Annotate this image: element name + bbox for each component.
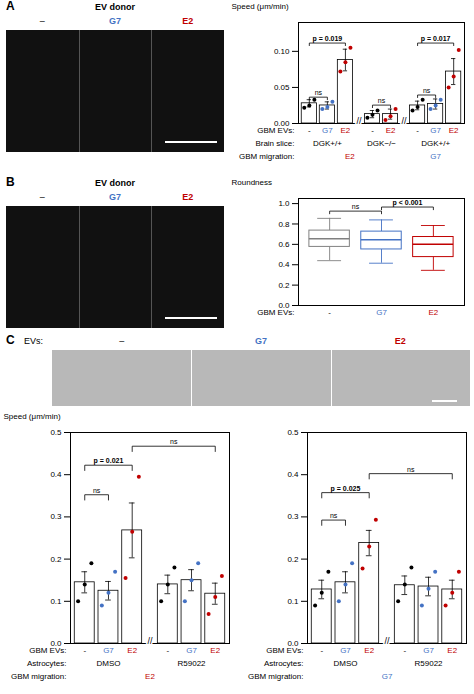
html-text:EV donor: EV donor (95, 178, 135, 188)
svg-text:-: - (320, 646, 323, 655)
svg-text:GBM migration:: GBM migration: (248, 672, 304, 681)
svg-text:G7: G7 (430, 152, 441, 161)
svg-text:E2: E2 (210, 646, 220, 655)
svg-text:0.1: 0.1 (50, 597, 62, 606)
html-text:G7: G7 (109, 16, 121, 26)
svg-text:ns: ns (170, 438, 178, 445)
html-text:C: C (6, 333, 15, 347)
svg-text:GBM EVs:: GBM EVs: (266, 646, 303, 655)
svg-text:E2: E2 (447, 646, 457, 655)
svg-text:-: - (328, 308, 331, 317)
svg-text:G7: G7 (103, 646, 114, 655)
svg-text:DGK+/+: DGK+/+ (421, 139, 450, 148)
svg-text:G7: G7 (186, 646, 197, 655)
svg-text:0.4: 0.4 (278, 260, 290, 269)
svg-text:0.2: 0.2 (287, 555, 299, 564)
svg-text:E2: E2 (345, 152, 355, 161)
svg-text:p = 0.025: p = 0.025 (331, 485, 361, 493)
svg-text:ns: ns (423, 87, 431, 94)
svg-text:0.10: 0.10 (274, 47, 290, 56)
svg-text:R59022: R59022 (178, 659, 207, 668)
svg-text:0.3: 0.3 (287, 512, 299, 521)
svg-text:G7: G7 (382, 672, 393, 681)
svg-text:DGK−/−: DGK−/− (367, 139, 396, 148)
html-text:E2: E2 (182, 16, 194, 26)
html-text:A: A (6, 0, 15, 13)
svg-text:Brain slice:: Brain slice: (255, 139, 294, 148)
svg-text:-: - (166, 646, 169, 655)
svg-text:p < 0.001: p < 0.001 (393, 199, 423, 207)
svg-text:ns: ns (378, 97, 386, 104)
svg-text:G7: G7 (340, 646, 351, 655)
svg-text:0.8: 0.8 (278, 220, 290, 229)
svg-text:-: - (308, 126, 311, 135)
svg-text:0.4: 0.4 (50, 470, 62, 479)
html-text:G7: G7 (255, 336, 267, 346)
svg-text:G7: G7 (322, 126, 333, 135)
svg-text:G7: G7 (376, 308, 387, 317)
svg-text:DGK+/+: DGK+/+ (313, 139, 342, 148)
svg-text:ns: ns (93, 487, 101, 494)
svg-text:GBM migration:: GBM migration: (239, 152, 295, 161)
html-text:G7: G7 (109, 192, 121, 202)
svg-text:0.2: 0.2 (50, 555, 62, 564)
svg-text:0.4: 0.4 (287, 470, 299, 479)
svg-text:0.2: 0.2 (278, 281, 290, 290)
svg-text:-: - (416, 126, 419, 135)
svg-text:ns: ns (330, 512, 338, 519)
svg-text:Speed (μm/min): Speed (μm/min) (232, 2, 289, 11)
svg-text:0.00: 0.00 (273, 119, 290, 129)
svg-text://: // (402, 116, 408, 126)
svg-text:0.6: 0.6 (278, 240, 290, 249)
svg-text:0.3: 0.3 (50, 512, 62, 521)
svg-text://: // (356, 116, 362, 126)
svg-text:0.5: 0.5 (50, 428, 62, 437)
svg-text:E2: E2 (386, 126, 396, 135)
html-text:E2: E2 (394, 336, 406, 346)
svg-text:0.0: 0.0 (287, 639, 299, 649)
svg-text:ns: ns (352, 203, 360, 210)
svg-text:0.1: 0.1 (287, 597, 299, 606)
svg-text:E2: E2 (145, 672, 155, 681)
svg-text:R59022: R59022 (415, 659, 444, 668)
svg-text:ns: ns (315, 89, 323, 96)
svg-text:GBM EVs:: GBM EVs: (257, 308, 294, 317)
svg-text:0.0: 0.0 (278, 301, 290, 311)
svg-text:G7: G7 (430, 126, 441, 135)
svg-text:GBM migration:: GBM migration: (11, 672, 67, 681)
svg-text:DMSO: DMSO (333, 659, 357, 668)
svg-text:E2: E2 (449, 126, 459, 135)
svg-text:0.0: 0.0 (50, 639, 62, 649)
svg-text://: // (384, 636, 390, 646)
svg-text:E2: E2 (341, 126, 351, 135)
svg-text:0.5: 0.5 (287, 428, 299, 437)
svg-text:Roundness: Roundness (232, 178, 272, 187)
svg-text:ns: ns (407, 466, 415, 473)
svg-text:G7: G7 (423, 646, 434, 655)
html-text:E2: E2 (182, 192, 194, 202)
html-text:B: B (6, 175, 15, 189)
svg-text:E2: E2 (428, 308, 438, 317)
svg-text:GBM EVs:: GBM EVs: (29, 646, 66, 655)
html-text:EV donor: EV donor (95, 2, 135, 12)
svg-text:-: - (403, 646, 406, 655)
svg-text:p = 0.021: p = 0.021 (94, 457, 124, 465)
svg-text:GBM EVs:: GBM EVs: (257, 126, 294, 135)
svg-text:-: - (371, 126, 374, 135)
svg-text:E2: E2 (364, 646, 374, 655)
svg-text:Astrocytes:: Astrocytes: (27, 659, 67, 668)
svg-text:-: - (83, 646, 86, 655)
svg-text:p = 0.017: p = 0.017 (421, 35, 451, 43)
svg-text:1.0: 1.0 (278, 199, 290, 208)
svg-text:Astrocytes:: Astrocytes: (264, 659, 304, 668)
html-text:EVs:: EVs: (24, 336, 43, 346)
svg-text:Speed (μm/min): Speed (μm/min) (4, 412, 61, 421)
svg-text:E2: E2 (127, 646, 137, 655)
svg-text:DMSO: DMSO (96, 659, 120, 668)
svg-text:0.05: 0.05 (274, 83, 290, 92)
svg-text://: // (147, 636, 153, 646)
svg-text:p = 0.019: p = 0.019 (312, 35, 342, 43)
